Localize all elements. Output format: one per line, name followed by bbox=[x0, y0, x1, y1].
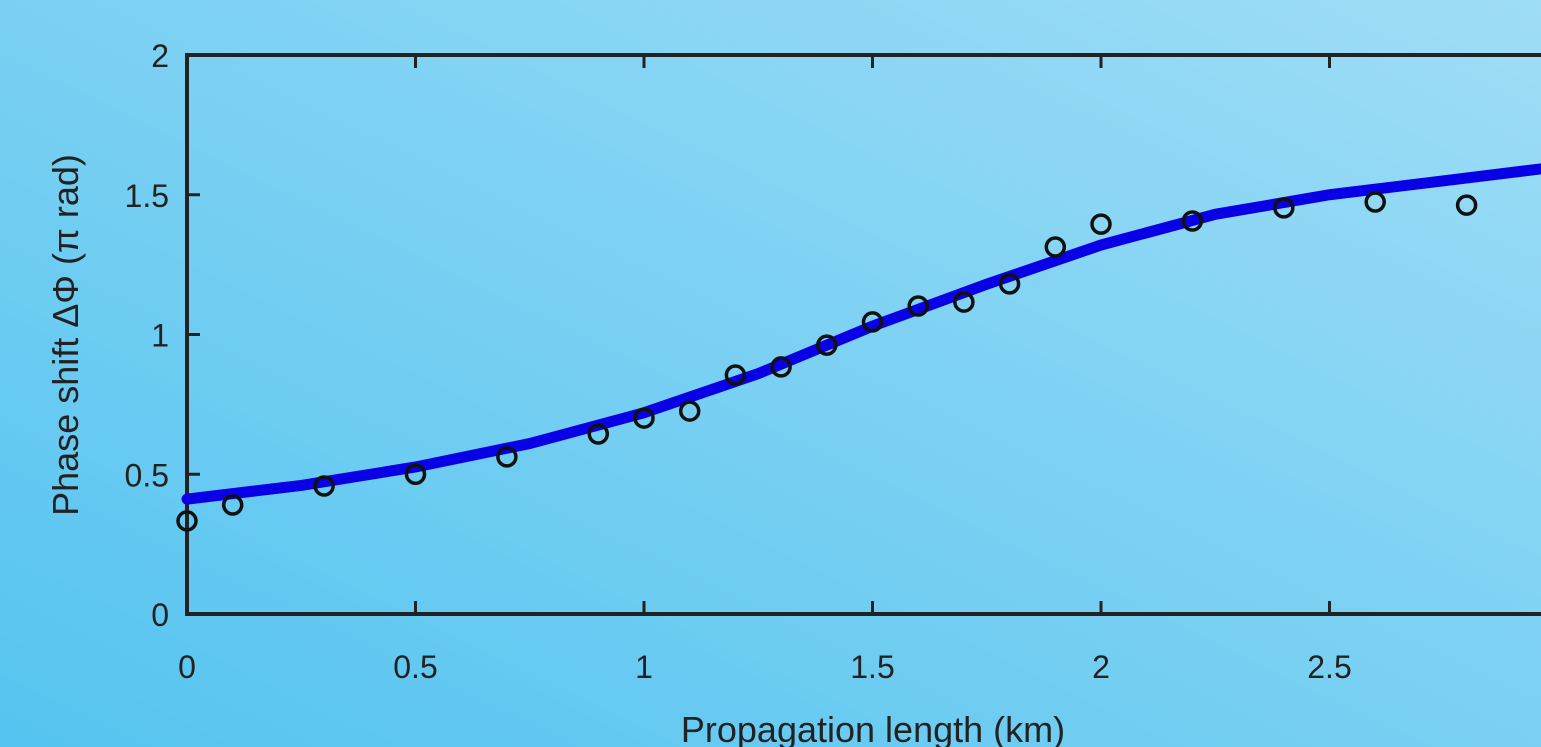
data-point bbox=[770, 356, 792, 378]
data-point bbox=[404, 463, 427, 485]
x-tick-label: 2 bbox=[1092, 649, 1110, 685]
data-point bbox=[1181, 210, 1204, 232]
data-point bbox=[176, 510, 198, 532]
data-point bbox=[1273, 197, 1295, 219]
data-point bbox=[313, 475, 335, 497]
y-axis-label: Phase shift ΔΦ (π rad) bbox=[45, 154, 86, 516]
data-point bbox=[816, 334, 838, 356]
x-tick-label: 2.5 bbox=[1307, 649, 1351, 685]
y-tick-label: 1.5 bbox=[125, 178, 169, 214]
y-tick-label: 2 bbox=[151, 38, 169, 74]
data-point bbox=[724, 364, 747, 386]
data-point bbox=[953, 291, 975, 313]
data-point bbox=[496, 446, 518, 468]
plot-area: 0 0.5 1 1.5 2 2.5 0 0.5 1 1.5 2 bbox=[125, 38, 1541, 685]
data-point bbox=[861, 311, 884, 333]
y-tick-label: 0 bbox=[151, 597, 169, 633]
x-tick-label: 0.5 bbox=[393, 649, 437, 685]
x-tick-label: 0 bbox=[178, 649, 196, 685]
data-point bbox=[1090, 213, 1112, 235]
data-point bbox=[1455, 194, 1478, 216]
data-point bbox=[998, 273, 1021, 295]
x-tick-label: 1 bbox=[635, 649, 653, 685]
x-axis-label: Propagation length (km) bbox=[681, 709, 1065, 747]
data-point bbox=[1364, 191, 1386, 213]
y-tick-label: 1 bbox=[151, 318, 169, 354]
data-point bbox=[678, 400, 701, 422]
y-tick-label: 0.5 bbox=[125, 457, 169, 493]
data-point bbox=[1044, 236, 1067, 258]
data-point bbox=[587, 423, 610, 445]
data-point bbox=[221, 494, 244, 516]
data-point bbox=[633, 407, 655, 429]
data-point bbox=[907, 295, 929, 317]
x-tick-label: 1.5 bbox=[850, 649, 894, 685]
